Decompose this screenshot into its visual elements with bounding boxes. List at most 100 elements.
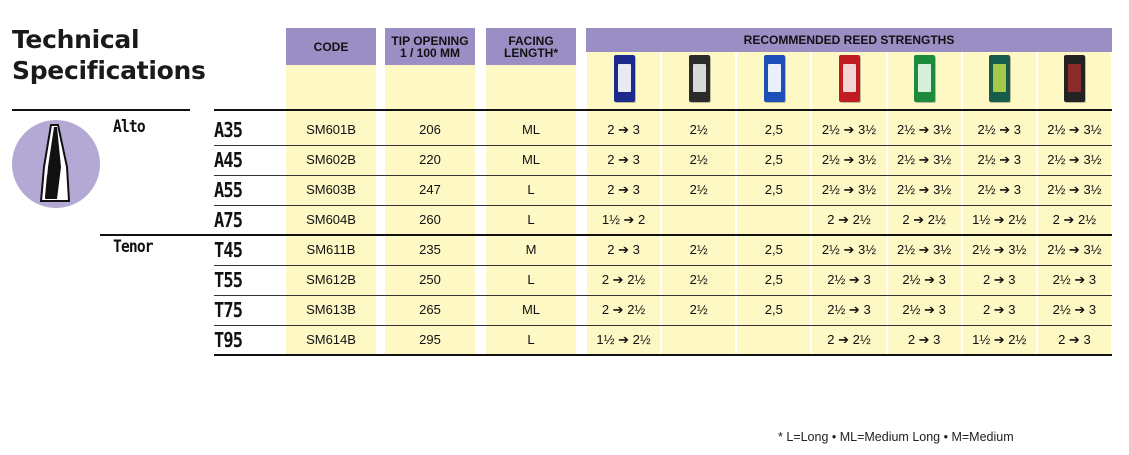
reed-strength-cell: 2,5 <box>764 302 783 317</box>
code-cell: SM601B <box>306 122 356 137</box>
tip-opening-header-line: 1 / 100 MM <box>399 45 461 60</box>
tip-cell: 235 <box>419 242 441 257</box>
reed-strength-cell <box>661 205 736 235</box>
reed-strength-cell: 2½ ➔ 3½ <box>972 242 1027 257</box>
reed-box-label <box>993 64 1007 92</box>
reed-strength-cell: 2½ ➔ 3½ <box>896 182 952 197</box>
facing-cell: L <box>527 212 535 227</box>
facing-cell: L <box>527 272 535 287</box>
model-name: A45 <box>214 148 243 172</box>
reed-strength-cell: 2 ➔ 3 <box>982 302 1016 317</box>
code-cell: SM612B <box>306 272 356 287</box>
reed-strength-cell: 2½ <box>689 152 708 167</box>
reed-strength-cell: 1½ ➔ 2½ <box>972 212 1027 227</box>
header-rule <box>214 109 1112 111</box>
column-fill <box>887 52 961 355</box>
column-fill <box>385 65 475 355</box>
reed-box-7 <box>1064 55 1086 102</box>
reed-strength-cell: 2½ ➔ 3½ <box>821 182 877 197</box>
reed-strength-cell: 2½ ➔ 3 <box>1052 272 1097 287</box>
reed-strength-cell: 2 ➔ 3 <box>1058 332 1091 347</box>
reed-strength-cell: 2½ ➔ 3 <box>977 122 1021 137</box>
reed-strength-cell: 2,5 <box>764 182 783 197</box>
tip-cell: 295 <box>419 332 441 347</box>
model-name: T95 <box>214 328 243 352</box>
reed-strength-cell: 2,5 <box>764 122 783 137</box>
column-fill <box>812 52 886 355</box>
tip-cell: 260 <box>419 212 441 227</box>
tip-opening-header: TIP OPENING 1 / 100 MM <box>385 28 475 65</box>
tip-cell: 220 <box>419 152 441 167</box>
reed-strength-cell: 2½ ➔ 3 <box>977 152 1021 167</box>
column-fill <box>1037 52 1111 355</box>
reed-strength-cell: 1½ ➔ 2½ <box>596 332 651 347</box>
row-divider <box>214 295 1112 296</box>
title-line-2: Specifications <box>12 56 206 85</box>
code-cell: SM602B <box>306 152 356 167</box>
reed-strength-cell: 2½ ➔ 3½ <box>896 122 952 137</box>
reed-box-label <box>918 64 932 92</box>
reed-box-2 <box>688 55 710 102</box>
facing-cell: L <box>527 182 535 197</box>
reed-strength-cell: 2 ➔ 3 <box>607 152 640 167</box>
model-name: T55 <box>214 268 243 292</box>
reed-strength-cell: 2½ ➔ 3 <box>902 302 946 317</box>
model-name: A75 <box>214 208 243 232</box>
facing-cell: ML <box>521 302 541 317</box>
column-fill <box>486 65 576 355</box>
row-divider <box>214 325 1112 326</box>
reed-strength-cell: 2½ ➔ 3½ <box>1047 242 1102 257</box>
title-underline <box>12 109 190 111</box>
tip-cell: 265 <box>419 302 441 317</box>
reed-strength-cell: 2½ <box>689 302 708 317</box>
reed-strength-cell: 2½ <box>689 242 708 257</box>
reed-strength-cell: 1½ ➔ 2½ <box>972 332 1027 347</box>
reed-strength-cell <box>736 205 811 235</box>
reed-strength-cell: 2 ➔ 3 <box>607 122 640 137</box>
tip-cell: 247 <box>419 182 441 197</box>
reed-strength-cell: 2½ ➔ 3½ <box>896 152 952 167</box>
facing-length-header: FACING LENGTH* <box>486 28 576 65</box>
code-cell: SM613B <box>306 302 356 317</box>
page-title: Technical Specifications <box>12 24 206 86</box>
reed-strength-cell <box>736 325 811 355</box>
row-divider <box>214 175 1112 176</box>
column-fill <box>737 52 811 355</box>
facing-cell: M <box>525 242 537 257</box>
title-line-1: Technical <box>12 25 140 54</box>
reed-strength-cell: 2½ <box>689 182 708 197</box>
tip-opening-header-line: TIP OPENING <box>391 33 469 48</box>
reed-box-4 <box>838 55 860 102</box>
model-name: A55 <box>214 178 243 202</box>
mouthpiece-icon <box>12 120 100 208</box>
reed-strength-cell: 2½ ➔ 3½ <box>1047 182 1102 197</box>
reed-strength-cell: 2,5 <box>764 242 783 257</box>
row-divider <box>214 265 1112 266</box>
reed-strength-cell: 2 ➔ 2½ <box>902 212 946 227</box>
reed-strength-cell: 2 ➔ 3 <box>607 182 640 197</box>
code-header: CODE <box>286 28 376 65</box>
reed-box-label <box>767 64 781 92</box>
reed-strength-cell: 2,5 <box>764 152 783 167</box>
reed-box-label <box>617 64 631 92</box>
column-fill <box>662 52 736 355</box>
reed-strength-cell: 2½ ➔ 3 <box>827 302 871 317</box>
facing-length-header-line: LENGTH* <box>504 45 558 60</box>
reed-strength-cell: 2½ ➔ 3½ <box>1047 122 1102 137</box>
reed-strength-cell: 2 ➔ 2½ <box>601 272 646 287</box>
facing-cell: ML <box>521 152 541 167</box>
code-cell: SM614B <box>306 332 356 347</box>
reed-strength-cell: 2 ➔ 3 <box>607 242 640 257</box>
reed-strength-cell: 2½ ➔ 3½ <box>896 242 952 257</box>
column-fill <box>587 52 661 355</box>
code-cell: SM604B <box>306 212 356 227</box>
reed-box-5 <box>914 55 936 102</box>
code-cell: SM611B <box>306 242 356 257</box>
column-fill <box>962 52 1036 355</box>
facing-cell: L <box>527 332 535 347</box>
reed-box-label <box>692 64 706 92</box>
reed-strength-cell: 2 ➔ 2½ <box>827 332 871 347</box>
row-divider <box>214 145 1112 146</box>
tip-cell: 206 <box>419 122 441 137</box>
code-cell: SM603B <box>306 182 356 197</box>
